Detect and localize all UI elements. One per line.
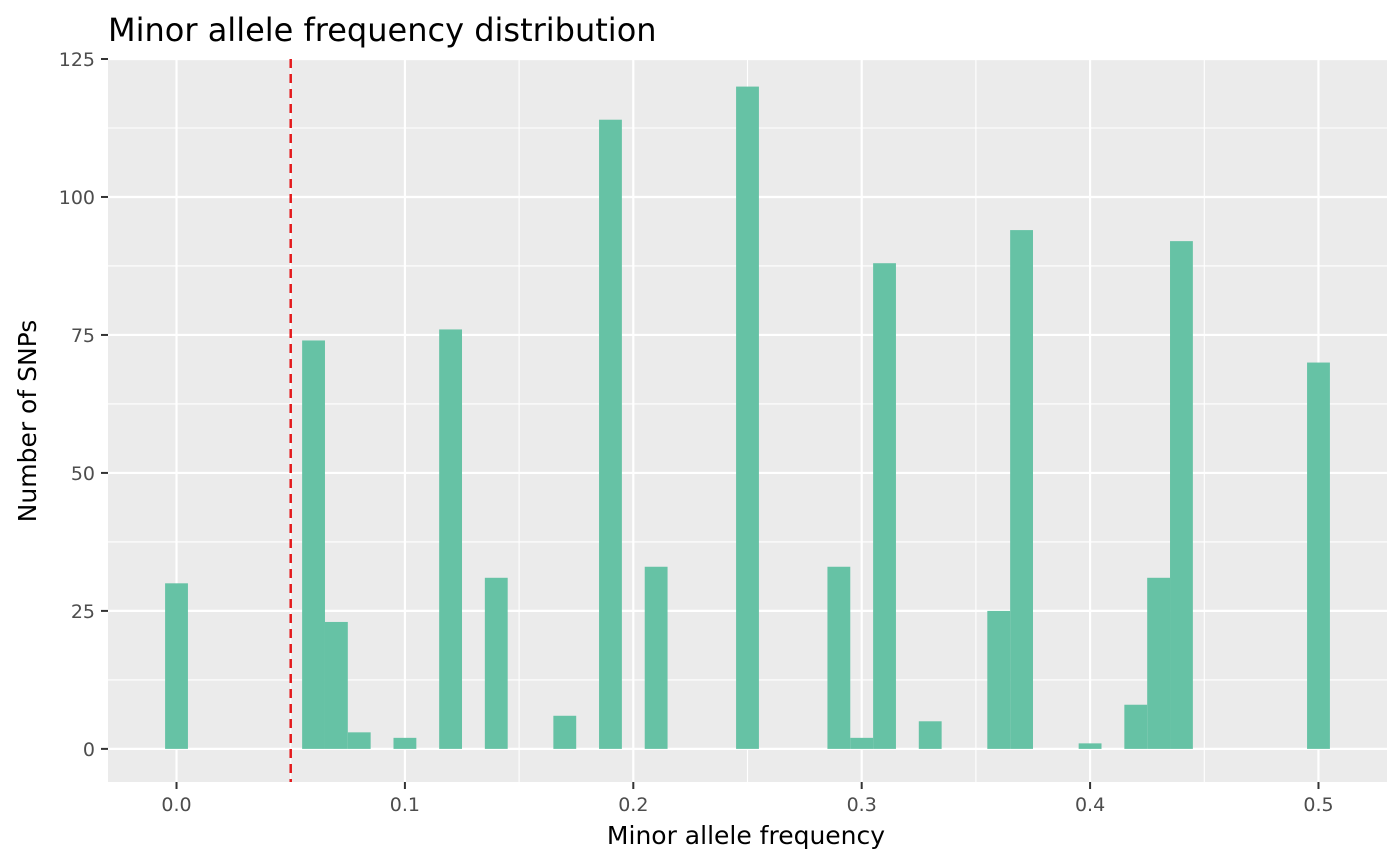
y-tick-label: 25: [71, 601, 95, 623]
y-tick-label: 100: [59, 187, 95, 209]
histogram-bar: [644, 566, 668, 749]
histogram-bar: [987, 610, 1011, 749]
x-tick-label: 0.1: [390, 794, 420, 816]
histogram-bar: [1307, 362, 1330, 749]
y-tick-label: 0: [83, 739, 95, 761]
x-axis: 0.0 0.1 0.2 0.3 0.4 0.5: [161, 782, 1334, 816]
histogram-bar: [1124, 704, 1148, 749]
histogram-bar: [347, 732, 371, 749]
histogram-bar: [873, 263, 896, 749]
histogram-bar: [850, 737, 874, 749]
histogram-bar: [324, 621, 348, 749]
histogram-bar: [1078, 743, 1102, 749]
chart-title: Minor allele frequency distribution: [108, 11, 657, 49]
x-tick-label: 0.3: [847, 794, 877, 816]
histogram-bar: [484, 577, 508, 749]
y-tick-label: 75: [71, 325, 95, 347]
x-axis-title: Minor allele frequency: [607, 821, 885, 850]
y-tick-label: 125: [59, 49, 95, 71]
x-tick-label: 0.0: [161, 794, 191, 816]
histogram-bar: [439, 329, 463, 749]
x-tick-label: 0.5: [1303, 794, 1333, 816]
x-tick-label: 0.2: [618, 794, 648, 816]
y-tick-label: 50: [71, 463, 95, 485]
histogram-bar: [599, 119, 622, 749]
histogram-bar: [827, 566, 851, 749]
histogram-bars: [165, 86, 1330, 749]
histogram-bar: [918, 721, 942, 749]
histogram-bar: [1147, 577, 1171, 749]
histogram-bar: [736, 86, 759, 749]
histogram-bar: [1170, 241, 1193, 749]
histogram-bar: [165, 583, 188, 749]
histogram-bar: [393, 737, 417, 749]
histogram-bar: [302, 340, 325, 749]
y-axis: 0 25 50 75 100 125: [59, 49, 108, 761]
x-tick-label: 0.4: [1075, 794, 1105, 816]
histogram-bar: [1010, 230, 1033, 749]
histogram-bar: [553, 715, 577, 749]
y-axis-title: Number of SNPs: [13, 320, 42, 523]
